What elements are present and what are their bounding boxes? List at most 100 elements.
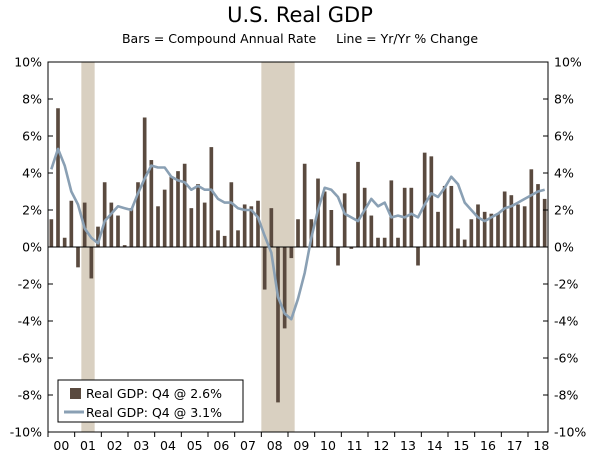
bar (236, 230, 240, 247)
x-tick-label: 05 (187, 438, 203, 453)
y-tick-label-left: 4% (22, 166, 42, 181)
x-tick-label: 16 (480, 438, 496, 453)
line-series (50, 147, 546, 321)
x-tick-label: 02 (107, 438, 123, 453)
y-tick-label-right: -6% (554, 351, 578, 366)
y-tick-label-right: -10% (554, 425, 586, 440)
bar (436, 211, 440, 247)
x-tick-label: 15 (453, 438, 469, 453)
y-tick-label-left: -6% (18, 351, 42, 366)
y-tick-label-left: 2% (22, 203, 42, 218)
y-tick-label-right: 2% (554, 203, 574, 218)
bar (189, 208, 194, 247)
y-axis-left: 10% 8% 6% 4% 2% 0% -2% -4% -6% -8% -10% (10, 55, 53, 440)
bar (102, 182, 107, 247)
bar (142, 117, 147, 247)
y-tick-label-right: 4% (554, 166, 574, 181)
bar (262, 247, 267, 290)
bar (376, 237, 380, 247)
bar (542, 198, 547, 247)
bar (509, 195, 514, 247)
bar (329, 210, 334, 247)
bar (369, 215, 374, 247)
bar (289, 247, 294, 259)
x-tick-label: 10 (320, 438, 336, 453)
bar (522, 206, 527, 247)
bar (382, 237, 387, 247)
bar (409, 187, 414, 247)
legend: Real GDP: Q4 @ 2.6% Real GDP: Q4 @ 3.1% (57, 379, 244, 423)
y-tick-label-left: 0% (22, 240, 42, 255)
x-tick-label: 01 (80, 438, 96, 453)
bar (116, 215, 120, 247)
legend-box (57, 379, 244, 423)
bar (482, 211, 487, 247)
x-tick-label: 04 (160, 438, 176, 453)
bar-series (49, 108, 547, 403)
bar (222, 235, 227, 247)
y-tick-label-right: -8% (554, 388, 578, 403)
bar (49, 219, 54, 247)
bar (462, 239, 467, 247)
x-tick-label: 07 (240, 438, 256, 453)
bar (176, 171, 180, 247)
chart-title: U.S. Real GDP (227, 3, 373, 27)
bar (149, 160, 154, 247)
bar (276, 247, 280, 403)
bar (502, 191, 507, 247)
bar (442, 185, 447, 247)
bar (322, 191, 327, 247)
y-tick-label-right: 0% (554, 240, 574, 255)
y-tick-label-right: 8% (554, 92, 574, 107)
bar (489, 213, 494, 247)
series-line (50, 147, 546, 321)
bar (516, 204, 520, 247)
x-tick-label: 00 (53, 438, 69, 453)
bar (136, 182, 140, 247)
bar (389, 180, 394, 247)
bar (449, 185, 454, 247)
bar (96, 226, 100, 247)
bar (162, 189, 167, 247)
bar (56, 108, 60, 247)
bar (182, 163, 187, 247)
x-tick-label: 08 (267, 438, 283, 453)
legend-line-label: Real GDP: Q4 @ 3.1% (86, 405, 222, 420)
bar (216, 230, 220, 247)
bar (429, 156, 434, 247)
y-tick-label-right: -4% (554, 314, 578, 329)
y-tick-label-left: 6% (22, 129, 42, 144)
legend-bar-swatch (70, 388, 81, 399)
bar (122, 245, 127, 247)
bar (129, 208, 134, 247)
x-tick-label: 14 (427, 438, 443, 453)
bar (69, 200, 74, 247)
legend-bar-label: Real GDP: Q4 @ 2.6% (86, 386, 222, 401)
x-tick-label: 18 (533, 438, 549, 453)
y-tick-label-left: -4% (18, 314, 42, 329)
bar (242, 204, 247, 247)
bar (302, 163, 307, 247)
bar (349, 247, 354, 249)
y-tick-label-left: -10% (10, 425, 42, 440)
bar (422, 152, 427, 247)
bar (456, 228, 460, 247)
bar (249, 206, 254, 247)
bar (156, 206, 160, 247)
y-tick-label-right: 10% (554, 55, 582, 70)
bar (89, 247, 94, 279)
x-tick-label: 13 (400, 438, 416, 453)
y-tick-label-left: -8% (18, 388, 42, 403)
bar (202, 202, 207, 247)
bar (529, 169, 534, 247)
x-tick-label: 11 (347, 438, 363, 453)
bar (269, 208, 274, 247)
bar (469, 219, 474, 247)
bar (342, 193, 347, 247)
chart-subtitle: Bars = Compound Annual Rate Line = Yr/Yr… (121, 31, 479, 46)
bar (282, 247, 287, 329)
y-tick-label-right: 6% (554, 129, 574, 144)
x-tick-label: 03 (133, 438, 149, 453)
bar (76, 247, 80, 268)
x-tick-label: 12 (373, 438, 389, 453)
